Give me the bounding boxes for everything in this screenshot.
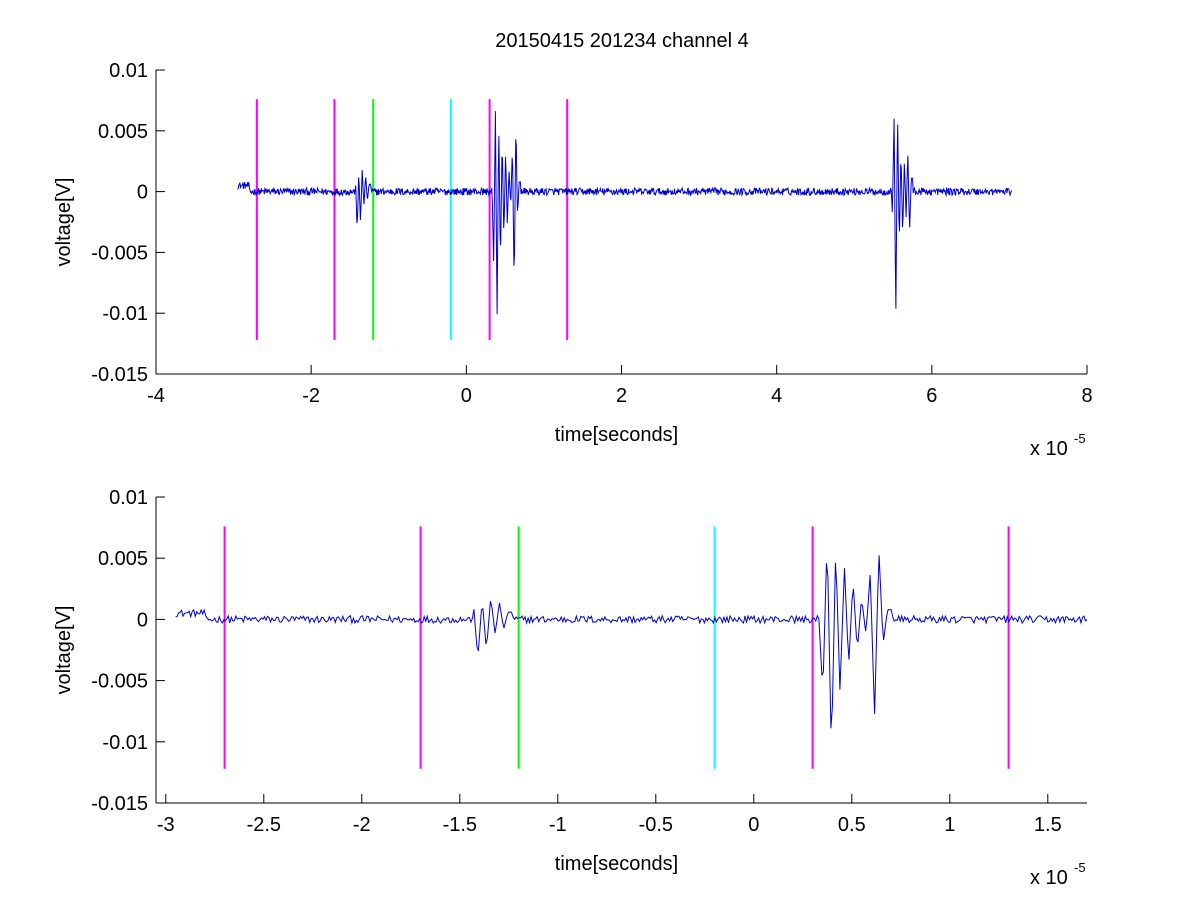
x-multiplier-exponent: -5 — [1074, 431, 1086, 446]
y-tick-label: 0.005 — [98, 548, 148, 570]
x-multiplier-exponent: -5 — [1074, 860, 1086, 875]
x-tick-label: -3 — [157, 814, 175, 836]
x-tick-label: 0.5 — [838, 814, 866, 836]
x-tick-label: -0.5 — [639, 814, 673, 836]
x-tick-label: 1 — [944, 814, 955, 836]
x-tick-label: -2.5 — [247, 814, 281, 836]
y-axis-label: voltage[V] — [53, 178, 75, 267]
x-tick-label: -2 — [353, 814, 371, 836]
x-tick-label: 4 — [771, 385, 782, 407]
x-tick-label: -2 — [302, 385, 320, 407]
signal-trace-line — [237, 111, 1013, 315]
x-axis-label: time[seconds] — [555, 424, 678, 446]
x-tick-label: 0 — [461, 385, 472, 407]
x-tick-label: -4 — [147, 385, 165, 407]
x-tick-label: -1 — [549, 814, 567, 836]
y-axis-label: voltage[V] — [53, 606, 75, 695]
y-tick-label: 0.01 — [109, 487, 148, 509]
figure-title: 20150415 201234 channel 4 — [495, 30, 749, 52]
y-tick-label: -0.01 — [102, 732, 148, 754]
y-tick-label: 0.005 — [98, 121, 148, 143]
x-tick-label: 1.5 — [1034, 814, 1062, 836]
y-tick-label: -0.005 — [91, 242, 148, 264]
y-tick-label: -0.01 — [102, 303, 148, 325]
signal-trace-line — [175, 555, 1088, 729]
x-multiplier-label: x 10 — [1030, 867, 1068, 889]
x-axis-label: time[seconds] — [555, 853, 678, 875]
y-tick-label: 0.01 — [109, 60, 148, 82]
y-tick-label: -0.015 — [91, 364, 148, 386]
x-tick-label: 0 — [748, 814, 759, 836]
y-tick-label: 0 — [137, 182, 148, 204]
x-multiplier-label: x 10 — [1030, 438, 1068, 460]
y-tick-label: 0 — [137, 609, 148, 631]
y-tick-label: -0.015 — [91, 793, 148, 815]
y-tick-label: -0.005 — [91, 671, 148, 693]
x-tick-label: 2 — [616, 385, 627, 407]
x-tick-label: 8 — [1081, 385, 1092, 407]
subplot-bottom: 0.01 0.005 0 -0.005 -0.01 -0.015 -3 -2.5 -2 -1.5 -… — [53, 487, 1088, 889]
subplot-top: 0.01 0.005 0 -0.005 -0.01 -0.015-4 -2 0 2 4 6 8 time… — [53, 60, 1093, 460]
x-tick-label: -1.5 — [443, 814, 477, 836]
x-tick-label: 6 — [926, 385, 937, 407]
